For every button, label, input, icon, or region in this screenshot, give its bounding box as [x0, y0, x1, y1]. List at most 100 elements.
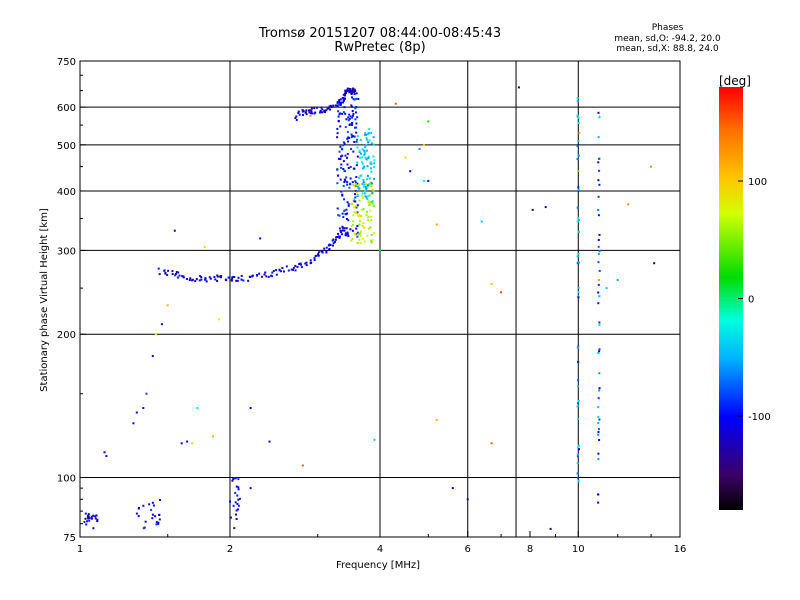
data-point [356, 184, 358, 187]
data-point [422, 143, 425, 146]
data-point [167, 269, 170, 272]
data-point [597, 245, 600, 248]
data-point [295, 115, 298, 118]
data-point [598, 169, 601, 172]
data-point [337, 119, 340, 122]
data-point [95, 514, 98, 517]
data-point [343, 227, 346, 230]
data-point [345, 118, 348, 121]
colorbar-title: [deg] [719, 74, 751, 88]
data-point [344, 89, 347, 92]
data-point [294, 117, 297, 119]
data-point [166, 274, 169, 276]
data-point [164, 272, 167, 275]
data-point [366, 178, 369, 181]
data-point [357, 184, 360, 187]
data-point [364, 192, 367, 195]
data-point [232, 504, 235, 507]
phases-title: Phases [651, 23, 684, 33]
data-point [214, 278, 217, 281]
data-point [346, 130, 349, 133]
data-point [352, 220, 355, 223]
data-point [358, 149, 361, 152]
data-point [313, 257, 316, 259]
data-point [359, 174, 362, 177]
data-point [362, 179, 365, 181]
data-point [314, 255, 317, 257]
data-point [577, 477, 580, 480]
data-point [258, 272, 261, 275]
data-point [308, 111, 311, 114]
data-point [294, 264, 297, 267]
data-point [578, 131, 581, 134]
data-point [597, 252, 600, 255]
data-point [346, 87, 349, 90]
data-point [231, 479, 234, 482]
data-point [351, 181, 354, 184]
data-point [490, 442, 493, 445]
data-point [597, 406, 600, 409]
data-point [344, 179, 347, 182]
data-point [577, 188, 580, 191]
data-point [342, 144, 345, 147]
data-point [345, 208, 348, 211]
data-point [144, 520, 147, 523]
data-point [340, 101, 343, 104]
data-point [299, 262, 302, 265]
data-point [339, 145, 342, 148]
data-point [352, 87, 355, 90]
data-point [235, 518, 238, 520]
data-point [353, 93, 356, 95]
data-point [365, 187, 368, 190]
data-point [313, 259, 316, 261]
data-point [332, 238, 335, 241]
data-point [317, 253, 320, 256]
data-point [264, 271, 267, 274]
data-point [278, 268, 281, 271]
data-point [247, 279, 250, 282]
data-point [344, 154, 347, 157]
data-point [365, 137, 368, 140]
data-point [371, 239, 374, 242]
data-point [320, 250, 323, 253]
data-point [231, 277, 234, 280]
data-point [329, 244, 332, 246]
colorbar-tick-label: -100 [748, 412, 771, 423]
data-point [194, 280, 197, 283]
data-point [330, 106, 333, 109]
data-point [328, 243, 331, 246]
data-point [576, 145, 579, 148]
data-point [174, 273, 177, 275]
data-point [301, 464, 304, 467]
data-point [191, 278, 194, 281]
data-point [353, 167, 356, 170]
data-point [339, 158, 342, 161]
data-point [367, 215, 370, 218]
data-point [87, 515, 90, 518]
data-point [177, 271, 180, 274]
data-point [92, 514, 95, 517]
data-point [351, 114, 354, 117]
data-point [480, 220, 483, 223]
data-point [435, 419, 438, 422]
data-point [199, 275, 202, 277]
data-point [531, 208, 534, 211]
data-point [356, 155, 359, 158]
data-point [216, 275, 219, 278]
data-point [363, 240, 366, 243]
data-point [576, 385, 579, 388]
data-point [234, 477, 237, 480]
data-point [331, 244, 334, 247]
data-point [597, 209, 600, 211]
y-tick-label: 300 [57, 246, 76, 257]
data-point [310, 107, 313, 110]
data-point [355, 97, 358, 100]
data-point [598, 428, 600, 431]
data-point [338, 236, 341, 239]
data-point [371, 192, 374, 195]
data-point [372, 136, 375, 139]
data-point [297, 112, 300, 114]
data-point [576, 455, 579, 458]
data-point [577, 291, 580, 294]
data-point [364, 132, 367, 135]
